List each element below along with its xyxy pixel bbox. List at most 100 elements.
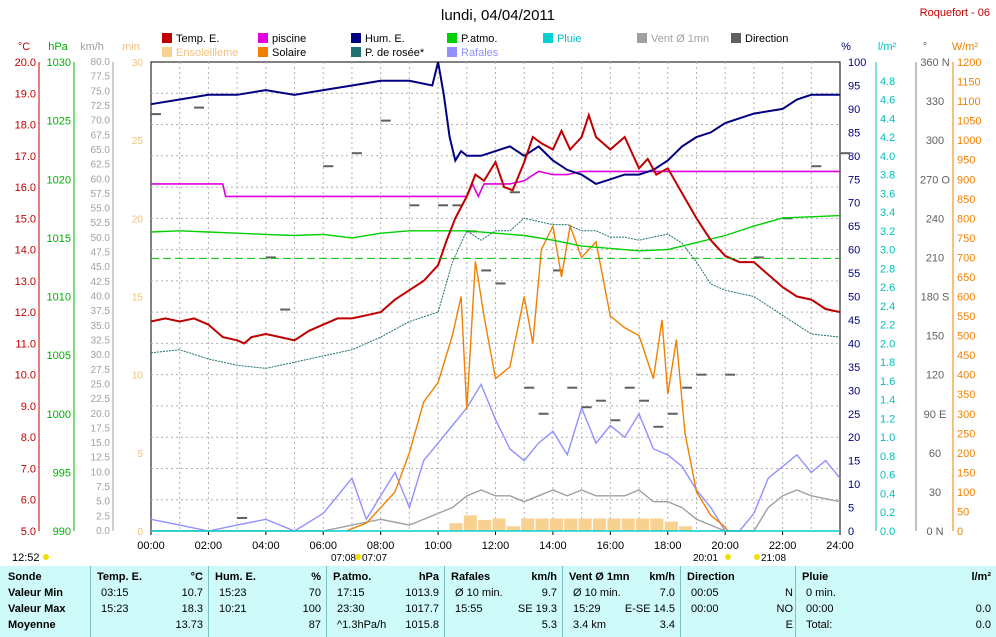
tick-dir: 360 N	[920, 57, 949, 69]
tick-rain: 1.6	[880, 376, 895, 388]
tick-rain: 4.2	[880, 132, 895, 144]
table-column: Temp. E. °C 03:15 10.7 15:23 18.3 13.73	[90, 566, 209, 637]
tick-hum: 20	[848, 432, 860, 444]
table-unit: hPa	[418, 571, 439, 583]
table-cell-label: 23:30	[337, 603, 365, 615]
direction-mark	[438, 204, 449, 207]
tick-temp: 20.0	[15, 57, 36, 69]
x-tick-label: 20:00	[711, 540, 739, 552]
tick-solar: 750	[957, 233, 975, 245]
sun-icon	[355, 554, 361, 560]
table-header: Direction	[687, 571, 735, 583]
direction-mark	[524, 386, 535, 389]
table-cell-label: 15:29	[573, 603, 601, 615]
sunshine-bar	[592, 518, 606, 531]
tick-solar: 550	[957, 311, 975, 323]
table-cell-label: Ø 10 min.	[573, 587, 621, 599]
tick-rain: 4.0	[880, 151, 895, 163]
tick-wind: 17.5	[91, 423, 111, 434]
tick-wind: 30.0	[91, 350, 111, 361]
tick-wind: 60.0	[91, 174, 111, 185]
tick-wind: 10.0	[91, 467, 111, 478]
tick-rain: 2.8	[880, 263, 895, 275]
tick-rain: 4.8	[880, 76, 895, 88]
tick-wind: 35.0	[91, 321, 111, 332]
series-p-de-ros-e-	[150, 217, 841, 369]
tick-solar: 50	[957, 506, 969, 518]
sunshine-bar	[578, 518, 592, 531]
tick-wind: 57.5	[91, 189, 111, 200]
tick-dir: 60	[929, 448, 941, 460]
tick-rain: 1.0	[880, 432, 895, 444]
direction-mark	[265, 256, 276, 259]
direction-mark	[667, 412, 678, 415]
axis-unit-dir: °	[923, 41, 927, 53]
tick-solar: 300	[957, 409, 975, 421]
tick-solar: 150	[957, 467, 975, 479]
tick-dir: 150	[926, 331, 944, 343]
direction-mark	[725, 373, 736, 376]
tick-temp: 17.0	[15, 151, 36, 163]
tick-wind: 12.5	[91, 453, 111, 464]
table-cell-value: 0.0	[975, 619, 991, 631]
tick-rain: 0.8	[880, 451, 895, 463]
table-cell-value: 7.0	[659, 587, 675, 599]
legend-swatch	[258, 47, 268, 57]
tick-hum: 45	[848, 315, 860, 327]
tick-temp: 5.0	[21, 526, 36, 538]
tick-hum: 40	[848, 338, 860, 350]
x-tick-label: 06:00	[309, 540, 337, 552]
tick-min: 30	[132, 58, 144, 69]
tick-temp: 19.0	[15, 88, 36, 100]
tick-hum: 90	[848, 104, 860, 116]
sunshine-bar	[621, 518, 635, 531]
direction-mark	[610, 419, 621, 422]
tick-hum: 85	[848, 127, 860, 139]
tick-solar: 650	[957, 272, 975, 284]
table-column: Vent Ø 1mn km/h Ø 10 min. 7.0 15:29 E-SE 14.5…	[562, 566, 681, 637]
tick-hum: 35	[848, 362, 860, 374]
legend-label: Temp. E.	[176, 33, 219, 45]
tick-temp: 12.0	[15, 307, 36, 319]
table-header: Temp. E.	[97, 571, 143, 583]
table-cell-value: E	[785, 619, 793, 631]
table-cell-value: 1015.8	[405, 619, 439, 631]
direction-mark	[509, 191, 520, 194]
table-cell-value: 1017.7	[405, 603, 439, 615]
tick-rain: 2.2	[880, 320, 895, 332]
tick-rain: 4.6	[880, 95, 895, 107]
table-cell-label: 15:23	[101, 603, 129, 615]
direction-mark	[538, 412, 549, 415]
table-header: P.atmo.	[333, 571, 372, 583]
series-piscine	[151, 170, 840, 199]
station-name: Roquefort - 06	[920, 7, 990, 19]
tick-press: 995	[53, 467, 71, 479]
direction-mark	[653, 425, 664, 428]
tick-solar: 250	[957, 428, 975, 440]
tick-rain: 0.0	[880, 526, 895, 538]
tick-wind: 20.0	[91, 409, 111, 420]
direction-mark	[753, 256, 764, 259]
tick-rain: 0.6	[880, 470, 895, 482]
tick-dir: 30	[929, 487, 941, 499]
legend-swatch	[351, 47, 361, 57]
row-label-avg: Moyenne	[8, 619, 56, 631]
legend-label: Pluie	[557, 33, 581, 45]
direction-mark	[552, 269, 563, 272]
table-cell-label: 15:55	[455, 603, 483, 615]
table-cell-label: 00:00	[691, 603, 719, 615]
weather-chart: lundi, 04/04/2011 Roquefort - 06 Temp. E. p…	[12, 7, 990, 564]
sunshine-bar	[492, 518, 506, 531]
tick-temp: 6.0	[21, 495, 36, 507]
tick-temp: 15.0	[15, 213, 36, 225]
tick-solar: 500	[957, 331, 975, 343]
series-temp-e-	[150, 112, 841, 345]
tick-solar: 400	[957, 370, 975, 382]
table-cell-value: 87	[308, 619, 321, 631]
tick-dir: 330	[926, 96, 944, 108]
tick-wind: 0.0	[96, 526, 110, 537]
sunshine-bar	[478, 520, 492, 531]
tick-press: 1015	[47, 233, 71, 245]
tick-solar: 1150	[957, 77, 981, 89]
table-cell-value: 18.3	[181, 603, 203, 615]
